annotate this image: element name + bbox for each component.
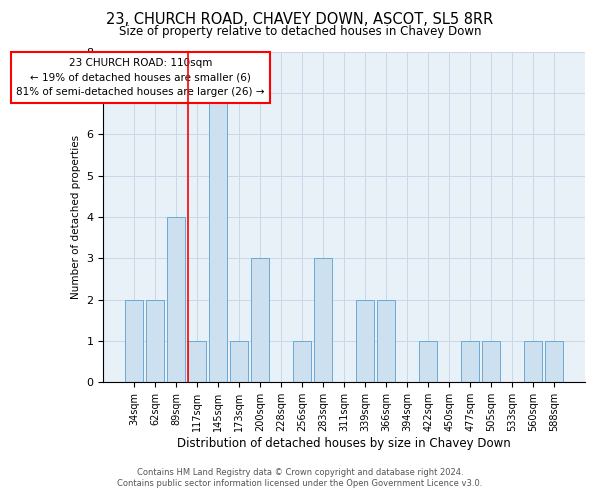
Bar bbox=[167, 217, 185, 382]
X-axis label: Distribution of detached houses by size in Chavey Down: Distribution of detached houses by size … bbox=[177, 437, 511, 450]
Bar bbox=[419, 341, 437, 382]
Bar bbox=[125, 300, 143, 382]
Bar bbox=[524, 341, 542, 382]
Bar bbox=[230, 341, 248, 382]
Bar bbox=[293, 341, 311, 382]
Text: Contains HM Land Registry data © Crown copyright and database right 2024.
Contai: Contains HM Land Registry data © Crown c… bbox=[118, 468, 482, 487]
Bar bbox=[146, 300, 164, 382]
Bar bbox=[356, 300, 374, 382]
Bar bbox=[377, 300, 395, 382]
Bar bbox=[545, 341, 563, 382]
Bar bbox=[314, 258, 332, 382]
Text: Size of property relative to detached houses in Chavey Down: Size of property relative to detached ho… bbox=[119, 25, 481, 38]
Bar bbox=[251, 258, 269, 382]
Bar bbox=[482, 341, 500, 382]
Y-axis label: Number of detached properties: Number of detached properties bbox=[71, 135, 81, 299]
Bar bbox=[461, 341, 479, 382]
Bar bbox=[188, 341, 206, 382]
Bar bbox=[209, 93, 227, 382]
Text: 23, CHURCH ROAD, CHAVEY DOWN, ASCOT, SL5 8RR: 23, CHURCH ROAD, CHAVEY DOWN, ASCOT, SL5… bbox=[106, 12, 494, 28]
Text: 23 CHURCH ROAD: 110sqm
← 19% of detached houses are smaller (6)
81% of semi-deta: 23 CHURCH ROAD: 110sqm ← 19% of detached… bbox=[16, 58, 265, 98]
